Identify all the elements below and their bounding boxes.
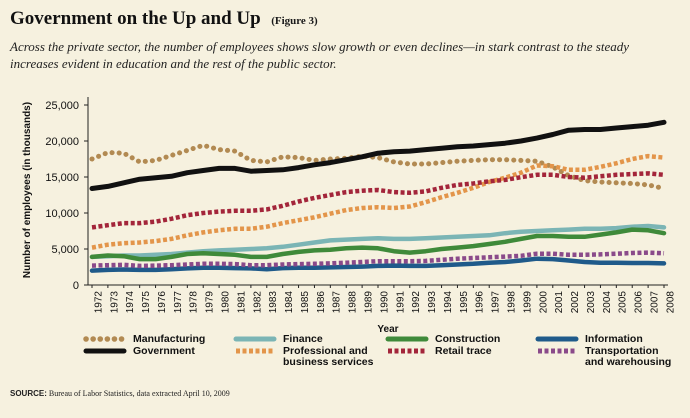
legend-label-government: Government [133,345,195,357]
series-line-construction [89,227,667,262]
x-tick-label: 1997 [491,291,502,314]
y-tick-label: 25,000 [45,100,79,112]
source-note: SOURCE: Bureau of Labor Statistics, data… [10,389,230,398]
x-tick-label: 1991 [395,291,406,314]
legend-swatch-government [83,348,127,354]
x-tick-label: 1989 [364,291,375,314]
legend-swatch-finance [233,336,277,342]
x-tick-label: 1980 [221,291,232,314]
y-tick-label: 0 [73,280,79,292]
x-tick-label: 1978 [189,291,200,314]
legend-item-government: Government [82,346,195,357]
legend-label-information: Information [585,333,643,345]
x-tick-label: 1992 [411,291,422,314]
x-tick-label: 2002 [570,291,581,314]
x-tick-label: 2005 [618,291,629,314]
x-tick-label: 2000 [538,291,549,314]
x-tick-label: 2001 [554,291,565,314]
x-tick-label: 2006 [634,291,645,314]
x-tick-label: 1973 [109,291,120,314]
chart-title: Government on the Up and Up [10,8,261,29]
x-tick-label: 1972 [93,291,104,314]
legend-label-manufacturing: Manufacturing [133,333,206,345]
series-line-retail-trade [91,171,665,230]
legend: Manufacturing Government Finance Profess… [82,334,682,374]
legend-item-professional: Professional and business services [232,346,382,368]
series-line-transportation-and-warehousing [91,250,665,269]
legend-item-transportation: Transportation and warehousing [534,346,674,368]
x-tick-label: 1993 [427,291,438,314]
x-axis-label: Year [377,324,398,335]
x-tick-label: 2004 [602,291,613,314]
legend-item-manufacturing: Manufacturing [82,334,205,345]
x-tick-label: 1977 [173,291,184,314]
x-tick-label: 1994 [443,291,454,314]
x-tick-label: 1984 [284,291,295,314]
x-tick-label: 1985 [300,291,311,314]
series-line-professional-and-business-services [91,153,665,250]
x-tick-label: 1979 [205,291,216,314]
legend-label-professional: Professional and business services [283,345,374,368]
y-tick-label: 10,000 [45,208,79,220]
source-label: SOURCE: [10,389,47,398]
y-tick-label: 15,000 [45,172,79,184]
legend-swatch-construction [385,336,429,342]
x-tick-label: 1987 [332,291,343,314]
legend-swatch-retail [388,348,426,354]
figure-label: (Figure 3) [271,15,318,27]
legend-item-finance: Finance [232,334,323,345]
series-line-government [89,119,667,191]
x-tick-label: 1986 [316,291,327,314]
chart-subtitle: Across the private sector, the number of… [10,39,629,71]
legend-item-information: Information [534,334,643,345]
x-tick-label: 1988 [348,291,359,314]
legend-label-construction: Construction [435,333,501,345]
x-tick-label: 1999 [522,291,533,314]
x-tick-label: 1996 [475,291,486,314]
title-row: Government on the Up and Up (Figure 3) [10,8,318,30]
legend-swatch-transportation [538,348,576,354]
y-tick-label: 20,000 [45,136,79,148]
x-tick-label: 2008 [665,291,676,314]
x-tick-label: 1983 [268,291,279,314]
legend-swatch-manufacturing [83,336,127,342]
series-line-information [89,256,667,273]
x-tick-label: 2003 [586,291,597,314]
legend-label-retail: Retail trace [435,345,492,357]
x-tick-label: 1975 [141,291,152,314]
x-tick-label: 1982 [252,291,263,314]
x-tick-label: 1974 [125,291,136,314]
legend-item-construction: Construction [384,334,500,345]
legend-label-transportation: Transportation and warehousing [585,345,672,368]
legend-item-retail: Retail trace [384,346,492,357]
y-tick-label: 5,000 [51,244,79,256]
series-line-finance [89,223,667,260]
legend-swatch-information [535,336,579,342]
y-axis-label: Number of employees (in thousands) [22,102,33,278]
x-tick-label: 2007 [650,291,661,314]
source-text: Bureau of Labor Statistics, data extract… [48,389,230,398]
x-tick-label: 1976 [157,291,168,314]
x-tick-label: 1990 [379,291,390,314]
x-tick-label: 1995 [459,291,470,314]
legend-swatch-professional [236,348,274,354]
legend-label-finance: Finance [283,333,323,345]
x-tick-label: 1981 [236,291,247,314]
x-tick-label: 1998 [507,291,518,314]
